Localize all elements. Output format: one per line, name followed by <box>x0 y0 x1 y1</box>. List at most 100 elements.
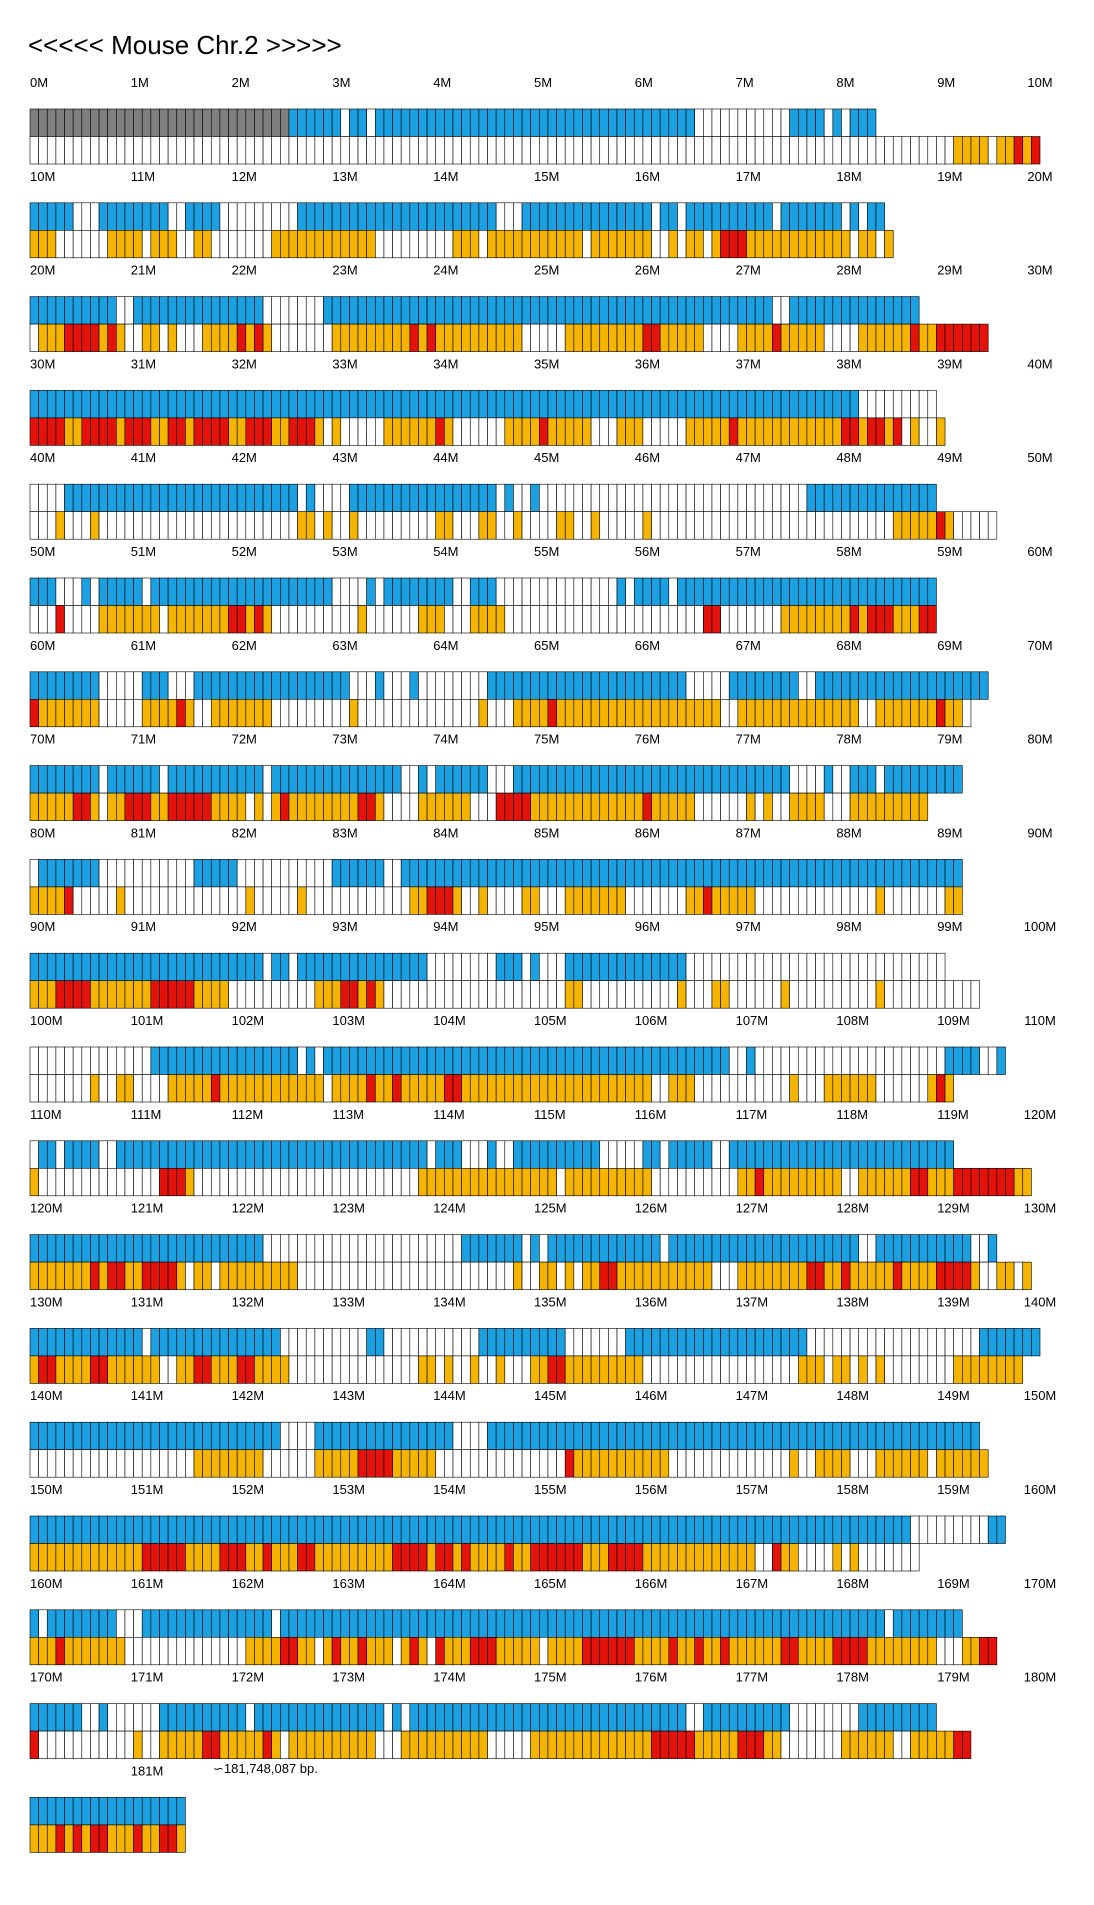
upper-bin <box>383 108 393 137</box>
lower-bin <box>176 1355 186 1384</box>
lower-bin <box>487 1543 497 1572</box>
lower-bin <box>918 1449 929 1478</box>
upper-bin <box>374 483 385 513</box>
lower-bin <box>582 511 592 540</box>
lower-bin <box>297 605 307 634</box>
lower-bin <box>884 136 894 165</box>
upper-bin <box>435 1234 445 1263</box>
lower-bin <box>366 1355 376 1384</box>
upper-bin <box>806 577 816 606</box>
upper-bin <box>349 765 359 794</box>
lower-bin <box>400 1730 411 1759</box>
upper-bin <box>625 577 635 606</box>
lower-bin <box>573 230 583 259</box>
upper-bin <box>487 671 497 700</box>
upper-bin <box>193 202 203 231</box>
mb-tick-label: 50M <box>1027 450 1052 465</box>
upper-bin <box>642 1703 652 1732</box>
upper-bin <box>55 1328 65 1357</box>
upper-bin <box>167 390 178 419</box>
mb-tick-label: 115M <box>534 1107 566 1122</box>
lower-bin <box>633 1637 644 1666</box>
lower-bin <box>38 886 48 915</box>
mb-tick-label: 52M <box>232 544 257 559</box>
lower-bin <box>841 792 851 821</box>
upper-bin <box>832 765 842 794</box>
upper-bin <box>547 577 557 606</box>
lower-bin <box>271 1637 281 1666</box>
upper-bin <box>478 1140 488 1169</box>
upper-bin <box>271 483 281 513</box>
lower-bin <box>38 230 48 259</box>
lower-bin <box>98 1261 108 1290</box>
upper-bin <box>892 859 903 888</box>
upper-bin <box>590 952 601 982</box>
upper-bin <box>418 108 428 137</box>
upper-bin <box>444 202 454 231</box>
lower-bin <box>133 1449 143 1478</box>
lower-bin <box>228 1543 238 1572</box>
lower-bin <box>711 792 721 821</box>
mb-tick-label: 3M <box>332 75 350 90</box>
upper-bin <box>236 577 247 606</box>
mb-tick-label: 23M <box>332 263 357 278</box>
lower-bin <box>461 136 471 165</box>
upper-bin <box>366 483 376 513</box>
lower-bin <box>133 1355 143 1384</box>
upper-bin <box>832 1234 842 1263</box>
upper-bin <box>849 202 860 231</box>
lower-bin <box>953 1637 963 1666</box>
upper-bin <box>210 483 221 513</box>
lower-bin <box>426 792 437 821</box>
upper-bin <box>616 1140 626 1169</box>
lower-bin <box>461 323 471 352</box>
upper-bin <box>340 1328 350 1357</box>
lower-bin <box>133 1824 143 1853</box>
upper-bin <box>409 1703 419 1732</box>
lower-bin <box>159 1074 169 1103</box>
upper-bin <box>754 1140 765 1169</box>
lower-bin <box>262 417 273 446</box>
upper-bin <box>711 577 721 606</box>
lower-bin <box>176 417 186 446</box>
upper-bin <box>72 1515 83 1544</box>
lower-bin <box>124 698 134 728</box>
lower-bin <box>910 792 920 821</box>
upper-bin <box>521 1140 531 1169</box>
upper-bin <box>400 1328 411 1357</box>
lower-bin <box>55 886 65 915</box>
lower-bin <box>962 1168 972 1197</box>
upper-bin <box>642 859 652 888</box>
upper-bin <box>875 1609 885 1638</box>
upper-bin <box>599 859 609 888</box>
lower-bin <box>314 1261 324 1290</box>
lower-bin <box>254 1543 264 1572</box>
lower-bin <box>72 1168 83 1197</box>
lower-bin <box>832 1543 842 1572</box>
upper-bin <box>659 952 670 982</box>
lower-bin <box>392 605 402 634</box>
upper-bin <box>703 1234 713 1263</box>
upper-bin <box>374 390 385 419</box>
upper-bin <box>29 765 39 794</box>
lower-bin <box>530 511 540 540</box>
upper-bin <box>677 108 687 137</box>
lower-bin <box>513 1730 523 1759</box>
upper-bin <box>582 952 592 982</box>
upper-bin <box>202 296 212 325</box>
upper-bin <box>185 1515 195 1544</box>
lower-bin <box>694 792 704 821</box>
upper-bin <box>746 1234 756 1263</box>
lower-bin <box>521 980 531 1009</box>
upper-bin <box>651 296 661 325</box>
mb-tick-label: 85M <box>534 825 559 840</box>
lower-bin <box>806 230 816 259</box>
mb-tick-label: 18M <box>836 169 861 184</box>
lower-bin <box>936 698 946 728</box>
upper-bin <box>970 1515 980 1544</box>
lower-bin <box>590 1543 601 1572</box>
lower-bin <box>124 1261 134 1290</box>
lower-bin <box>875 698 885 728</box>
upper-bin <box>521 1421 531 1450</box>
upper-bin <box>927 577 937 606</box>
